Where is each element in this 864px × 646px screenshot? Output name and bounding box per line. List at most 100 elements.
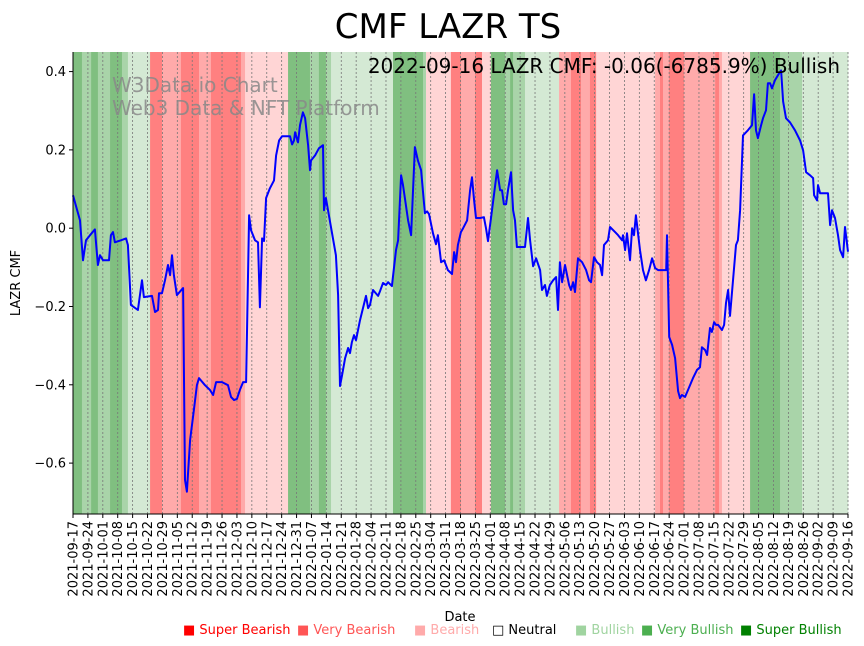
signal-band — [482, 52, 492, 514]
signal-band — [684, 52, 716, 514]
signal-band — [423, 52, 427, 514]
latest-value-annotation: 2022-09-16 LAZR CMF: -0.06(-6785.9%) Bul… — [368, 54, 840, 78]
x-tick-label: 2021-12-17 — [260, 521, 275, 597]
signal-band — [559, 52, 572, 514]
legend-item: ■ Super Bearish — [183, 623, 291, 638]
legend-item: ■ Bullish — [575, 623, 634, 638]
signal-band — [97, 52, 111, 514]
x-tick-label: 2021-11-12 — [186, 521, 201, 597]
legend-swatch-icon: ■ — [641, 623, 657, 638]
chart-title: CMF LAZR TS — [335, 7, 562, 47]
x-tick-label: 2021-12-24 — [275, 521, 290, 597]
y-tick-label: 0.2 — [45, 143, 66, 158]
signal-band — [510, 52, 514, 514]
signal-band — [721, 52, 751, 514]
signal-band — [150, 52, 163, 514]
x-tick-label: 2022-07-15 — [707, 521, 722, 597]
x-tick-label: 2022-05-06 — [558, 521, 573, 597]
x-axis-label: Date — [444, 610, 475, 625]
signal-band — [513, 52, 526, 514]
legend-swatch-icon: ■ — [183, 623, 199, 638]
x-tick-label: 2022-03-11 — [439, 521, 454, 597]
y-axis-label: LAZR CMF — [9, 250, 24, 316]
signal-band — [715, 52, 720, 514]
legend-item: ■ Bearish — [414, 623, 479, 638]
x-tick-label: 2022-04-01 — [484, 521, 499, 597]
legend-item: ■ Super Bullish — [740, 623, 842, 638]
legend-label: Super Bearish — [199, 623, 290, 638]
signal-band — [504, 52, 511, 514]
y-tick-label: −0.2 — [34, 300, 66, 315]
x-axis-ticks: 2021-09-17 2021-09-24 2021-10-01 2021-10-08… — [67, 514, 857, 597]
legend-swatch-icon: ■ — [414, 623, 430, 638]
signal-band — [474, 52, 483, 514]
x-tick-label: 2022-04-15 — [514, 521, 529, 597]
legend-item: □ Neutral — [492, 623, 556, 638]
legend: ■ Super Bearish ■ Very Bearish ■ Bearish □ … — [183, 623, 842, 638]
legend-label: Bearish — [430, 623, 479, 638]
legend-item: ■ Very Bullish — [641, 623, 733, 638]
signal-band — [460, 52, 476, 514]
x-tick-label: 2022-09-16 — [842, 521, 857, 597]
legend-swatch-icon: ■ — [297, 623, 313, 638]
x-tick-label: 2022-07-08 — [692, 521, 707, 597]
x-tick-label: 2022-04-22 — [529, 521, 544, 597]
y-tick-label: 0.0 — [45, 222, 66, 237]
x-tick-label: 2022-01-07 — [305, 521, 320, 597]
legend-label: Neutral — [508, 623, 556, 638]
signal-band — [393, 52, 424, 514]
x-tick-label: 2022-01-14 — [320, 521, 335, 597]
legend-label: Very Bearish — [313, 623, 395, 638]
signal-band — [490, 52, 506, 514]
x-tick-label: 2021-09-17 — [67, 521, 82, 597]
x-tick-label: 2022-06-10 — [633, 521, 648, 597]
signal-band — [91, 52, 99, 514]
signal-band — [655, 52, 661, 514]
y-tick-label: 0.4 — [45, 65, 66, 80]
x-tick-label: 2021-11-26 — [216, 521, 231, 597]
x-tick-label: 2021-09-24 — [81, 521, 96, 597]
x-tick-label: 2021-10-29 — [156, 521, 171, 597]
y-tick-label: −0.6 — [34, 457, 66, 472]
signal-band — [127, 52, 151, 514]
x-tick-label: 2021-12-10 — [245, 521, 260, 597]
x-tick-label: 2022-06-03 — [618, 521, 633, 597]
x-tick-label: 2022-08-12 — [767, 521, 782, 597]
x-tick-label: 2022-09-02 — [812, 521, 827, 597]
watermark-line-2: Web3 Data & NFT Platform — [112, 96, 380, 120]
x-tick-label: 2022-05-27 — [603, 521, 618, 597]
signal-band — [325, 52, 332, 514]
x-tick-label: 2022-04-08 — [499, 521, 514, 597]
cmf-series-line — [72, 69, 849, 493]
x-tick-label: 2022-07-01 — [678, 521, 693, 597]
x-tick-label: 2022-03-25 — [469, 521, 484, 597]
x-gridlines — [72, 52, 849, 514]
x-tick-label: 2021-12-31 — [290, 521, 305, 597]
x-tick-label: 2021-10-15 — [126, 521, 141, 597]
signal-band — [662, 52, 670, 514]
x-tick-label: 2021-10-22 — [141, 521, 156, 597]
x-tick-label: 2022-02-25 — [409, 521, 424, 597]
x-tick-label: 2022-01-28 — [350, 521, 365, 597]
signal-band — [121, 52, 129, 514]
x-tick-label: 2022-04-29 — [543, 521, 558, 597]
legend-label: Bullish — [591, 623, 634, 638]
signal-band — [199, 52, 212, 514]
legend-item: ■ Very Bearish — [297, 623, 395, 638]
x-tick-label: 2022-02-04 — [365, 521, 380, 597]
legend-swatch-icon: ■ — [575, 623, 591, 638]
signal-band — [659, 52, 664, 514]
signal-band — [802, 52, 849, 514]
signal-band — [589, 52, 597, 514]
x-tick-label: 2022-07-22 — [722, 521, 737, 597]
y-tick-label: −0.4 — [34, 378, 66, 393]
x-tick-label: 2022-02-18 — [394, 521, 409, 597]
signal-band — [309, 52, 320, 514]
x-tick-label: 2021-12-03 — [230, 521, 245, 597]
signal-band — [780, 52, 803, 514]
signal-band — [450, 52, 462, 514]
signal-band — [81, 52, 92, 514]
x-tick-label: 2022-08-19 — [782, 521, 797, 597]
legend-swatch-icon: ■ — [740, 623, 756, 638]
